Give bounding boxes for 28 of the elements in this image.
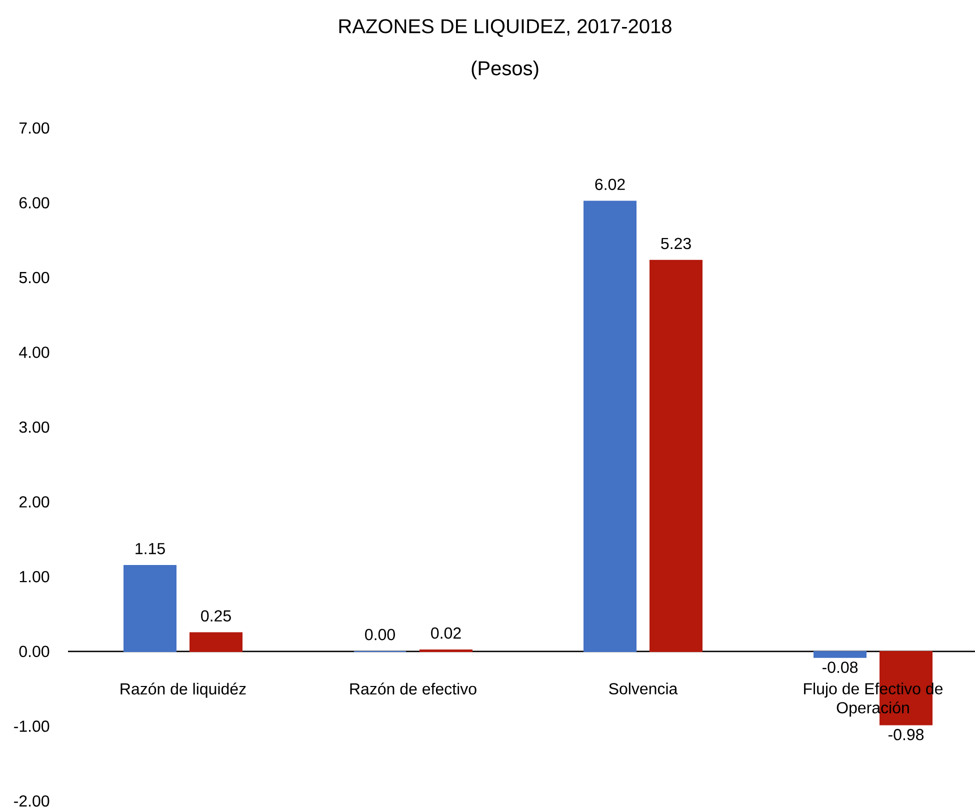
y-tick-label: -1.00 bbox=[14, 720, 50, 732]
chart-title: RAZONES DE LIQUIDEZ, 2017-2018 bbox=[339, 19, 672, 37]
data-label: 0.25 bbox=[201, 610, 231, 622]
data-label: 5.23 bbox=[661, 238, 691, 250]
bar bbox=[650, 260, 703, 652]
y-tick-label: -2.00 bbox=[14, 795, 50, 807]
y-tick-label: 7.00 bbox=[19, 122, 50, 134]
bar bbox=[124, 564, 176, 652]
y-tick-label: 2.00 bbox=[19, 496, 50, 508]
data-label: 0.00 bbox=[365, 628, 395, 640]
data-label: -0.98 bbox=[888, 728, 924, 740]
y-tick-label: 6.00 bbox=[19, 197, 50, 208]
data-label: 1.15 bbox=[136, 543, 165, 554]
data-label: 0.02 bbox=[431, 627, 461, 639]
y-tick-label: 1.00 bbox=[20, 571, 50, 582]
x-tick-label: Razón de liquidéz bbox=[120, 682, 246, 698]
x-tick-label: Razón de efectivo bbox=[350, 682, 476, 695]
bar bbox=[190, 632, 243, 652]
data-label: -0.08 bbox=[822, 662, 858, 673]
y-tick-label: 5.00 bbox=[19, 272, 50, 284]
bar bbox=[814, 650, 867, 658]
x-tick-label: Solvencia bbox=[609, 682, 678, 694]
y-tick-label: 4.00 bbox=[19, 346, 50, 358]
chart-subtitle: (Pesos) bbox=[472, 60, 538, 80]
data-label: 6.02 bbox=[595, 178, 625, 190]
bar bbox=[584, 200, 637, 652]
y-tick-label: 3.00 bbox=[19, 421, 50, 433]
y-tick-label: 0.00 bbox=[19, 646, 50, 658]
